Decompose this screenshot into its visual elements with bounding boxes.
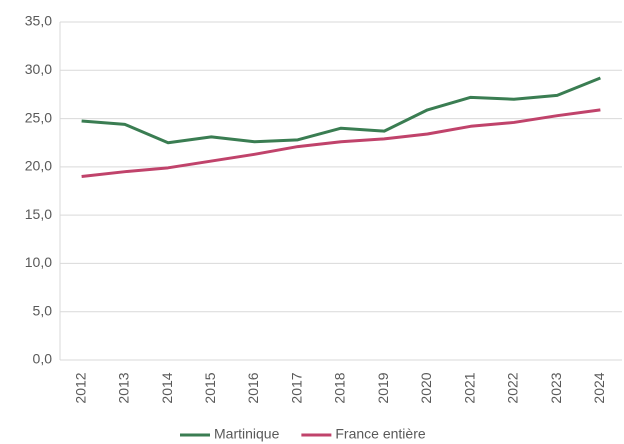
x-tick-label: 2019	[375, 372, 391, 403]
x-tick-label: 2016	[245, 372, 261, 403]
x-tick-label: 2024	[591, 372, 607, 403]
y-tick-label: 30,0	[25, 61, 52, 77]
line-series	[81, 108, 601, 179]
y-tick-label: 15,0	[25, 206, 52, 222]
line-series	[81, 76, 601, 145]
y-tick-label: 10,0	[25, 254, 52, 270]
x-tick-label: 2022	[505, 372, 521, 403]
x-tick-label: 2015	[202, 372, 218, 403]
x-tick-label: 2020	[418, 372, 434, 403]
y-tick-label: 0,0	[33, 351, 53, 367]
x-tick-label: 2023	[548, 372, 564, 403]
x-tick-label: 2018	[332, 372, 348, 403]
y-tick-label: 20,0	[25, 158, 52, 174]
y-tick-label: 25,0	[25, 109, 52, 125]
y-tick-label: 5,0	[33, 302, 53, 318]
x-tick-label: 2017	[288, 372, 304, 403]
x-tick-label: 2021	[461, 372, 477, 403]
legend-label: Martinique	[214, 426, 280, 442]
x-tick-label: 2013	[116, 372, 132, 403]
legend-label: France entière	[335, 426, 425, 442]
x-tick-label: 2012	[72, 372, 88, 403]
x-tick-label: 2014	[159, 372, 175, 403]
y-tick-label: 35,0	[25, 13, 52, 29]
